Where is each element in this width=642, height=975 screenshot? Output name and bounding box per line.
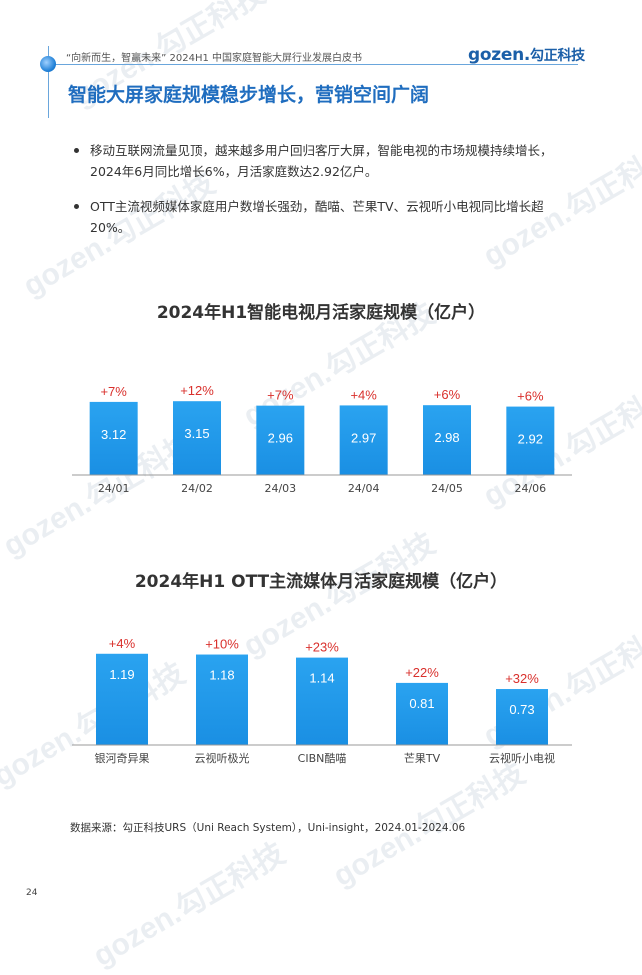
bar-value-label: 0.73 [509, 702, 534, 717]
growth-annotation: +10% [205, 637, 239, 652]
chart-bar [506, 406, 555, 475]
chart-bar [339, 405, 388, 475]
chart-bar [196, 654, 248, 745]
ott-media-bar-chart: 1.19 +4% 银河奇异果 1.18 +10% 云视听极光 1.14 +23% CIBN酷喵 0… [72, 636, 572, 765]
bullet-dot [74, 148, 79, 153]
chart-bar [396, 682, 448, 745]
growth-annotation: +12% [180, 383, 214, 398]
growth-annotation: +4% [350, 387, 377, 402]
logo-chinese: 勾正科技 [530, 48, 585, 64]
smart-tv-bar-chart: 3.12 +7% 24/01 3.15 +12% 24/02 2.96 +7% 24/03 2.9… [72, 383, 572, 495]
x-axis-tick-label: 24/06 [514, 482, 546, 495]
page-number: 24 [26, 888, 38, 898]
bar-value-label: 1.18 [209, 668, 234, 683]
growth-annotation: +32% [505, 671, 539, 686]
x-axis-tick-label: 24/01 [98, 482, 130, 495]
chart-bar [96, 653, 148, 745]
brand-logo: gozen.勾正科技 [468, 45, 585, 65]
growth-annotation: +6% [434, 387, 461, 402]
x-axis-tick-label: 云视听极光 [195, 751, 250, 765]
bullet-item: OTT主流视频媒体家庭用户数增长强劲，酷喵、芒果TV、云视听小电视同比增长超20… [72, 196, 572, 238]
x-axis-tick-label: 24/02 [181, 482, 213, 495]
bullet-dot [74, 204, 79, 209]
growth-annotation: +6% [517, 389, 544, 404]
data-source-note: 数据来源：勾正科技URS（Uni Reach System），Uni-insig… [70, 822, 466, 834]
chart-bar [173, 401, 221, 475]
x-axis-tick-label: 云视听小电视 [489, 751, 555, 765]
bullet-item: 移动互联网流量见顶，越来越多用户回归客厅大屏，智能电视的市场规模持续增长，202… [72, 140, 572, 182]
bullet-text: 移动互联网流量见顶，越来越多用户回归客厅大屏，智能电视的市场规模持续增长，202… [90, 143, 553, 179]
bullet-text: OTT主流视频媒体家庭用户数增长强劲，酷喵、芒果TV、云视听小电视同比增长超20… [90, 199, 544, 235]
bullet-list: 移动互联网流量见顶，越来越多用户回归客厅大屏，智能电视的市场规模持续增长，202… [72, 140, 572, 252]
header-accent-line [48, 46, 49, 118]
x-axis-tick-label: CIBN酷喵 [298, 752, 347, 765]
bar-value-label: 1.14 [309, 671, 334, 686]
growth-annotation: +4% [109, 636, 136, 651]
x-axis-tick-label: 银河奇异果 [95, 751, 150, 765]
watermark: gozen.勾正科技 [87, 836, 291, 974]
chart-bar [296, 657, 348, 745]
header-bullet-dot [40, 56, 56, 72]
growth-annotation: +23% [305, 640, 339, 655]
page-title: 智能大屏家庭规模稳步增长，营销空间广阔 [68, 84, 430, 106]
bar-value-label: 2.92 [518, 432, 543, 447]
bar-value-label: 2.98 [434, 430, 459, 445]
bar-value-label: 0.81 [409, 696, 434, 711]
x-axis-tick-label: 24/04 [348, 482, 380, 495]
logo-wordmark: gozen. [468, 45, 531, 65]
bar-value-label: 3.15 [184, 426, 209, 441]
header-divider [48, 64, 578, 65]
chart-title-smart-tv: 2024年H1智能电视月活家庭规模（亿户） [156, 303, 486, 323]
growth-annotation: +7% [100, 384, 127, 399]
x-axis-tick-label: 24/03 [264, 482, 296, 495]
x-axis-tick-label: 24/05 [431, 482, 463, 495]
chart-bar [256, 405, 305, 475]
chart-title-ott-media: 2024年H1 OTT主流媒体月活家庭规模（亿户） [134, 572, 508, 592]
bar-value-label: 2.97 [351, 430, 376, 445]
bar-value-label: 3.12 [101, 427, 126, 442]
bar-value-label: 1.19 [109, 667, 134, 682]
document-title: “向新而生，智赢未来” 2024H1 中国家庭智能大屏行业发展白皮书 [66, 53, 363, 64]
bar-value-label: 2.96 [268, 431, 293, 446]
chart-bar [89, 401, 138, 475]
growth-annotation: +22% [405, 665, 439, 680]
chart-bar [496, 689, 548, 745]
growth-annotation: +7% [267, 388, 294, 403]
chart-bar [423, 405, 471, 475]
x-axis-tick-label: 芒果TV [404, 752, 441, 765]
